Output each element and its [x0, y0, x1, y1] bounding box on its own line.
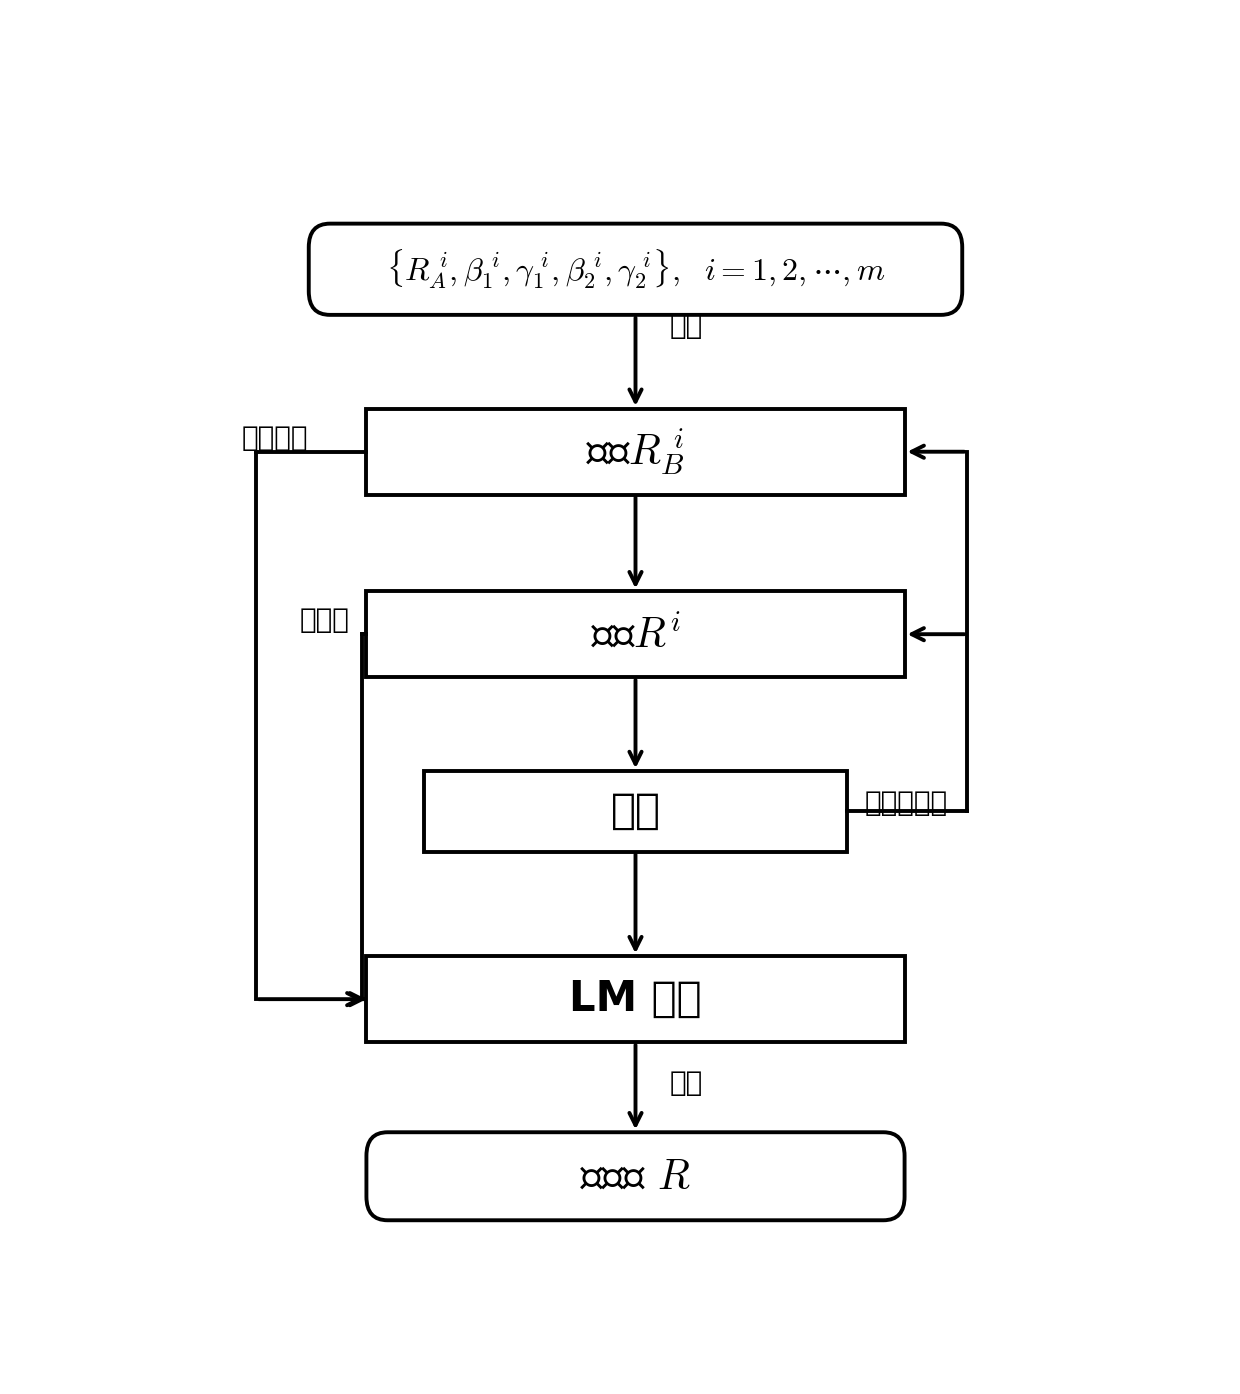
Bar	[424, 771, 847, 852]
Text: LM 优化: LM 优化	[569, 979, 702, 1020]
Text: 代价函数: 代价函数	[242, 424, 308, 452]
Text: 初始値: 初始値	[299, 606, 348, 634]
Bar	[367, 591, 905, 677]
Text: 计算$R^i$: 计算$R^i$	[590, 613, 681, 655]
Text: 输入: 输入	[670, 312, 702, 340]
FancyBboxPatch shape	[367, 1132, 905, 1220]
Text: 得到正确解: 得到正确解	[864, 789, 947, 817]
Bar	[367, 408, 905, 495]
Text: 恢复$R_B^{\ i}$: 恢复$R_B^{\ i}$	[587, 427, 684, 477]
Text: 比较: 比较	[610, 790, 661, 832]
FancyBboxPatch shape	[309, 223, 962, 315]
Text: $\{R_A^{\ i},\beta_1^{\ i},\gamma_1^{\ i},\beta_2^{\ i},\gamma_2^{\ i}\},\ \ i=1: $\{R_A^{\ i},\beta_1^{\ i},\gamma_1^{\ i…	[386, 248, 885, 291]
Text: 输出: 输出	[670, 1069, 702, 1097]
Bar	[367, 956, 905, 1043]
Text: 最优解 $R$: 最优解 $R$	[580, 1156, 691, 1197]
